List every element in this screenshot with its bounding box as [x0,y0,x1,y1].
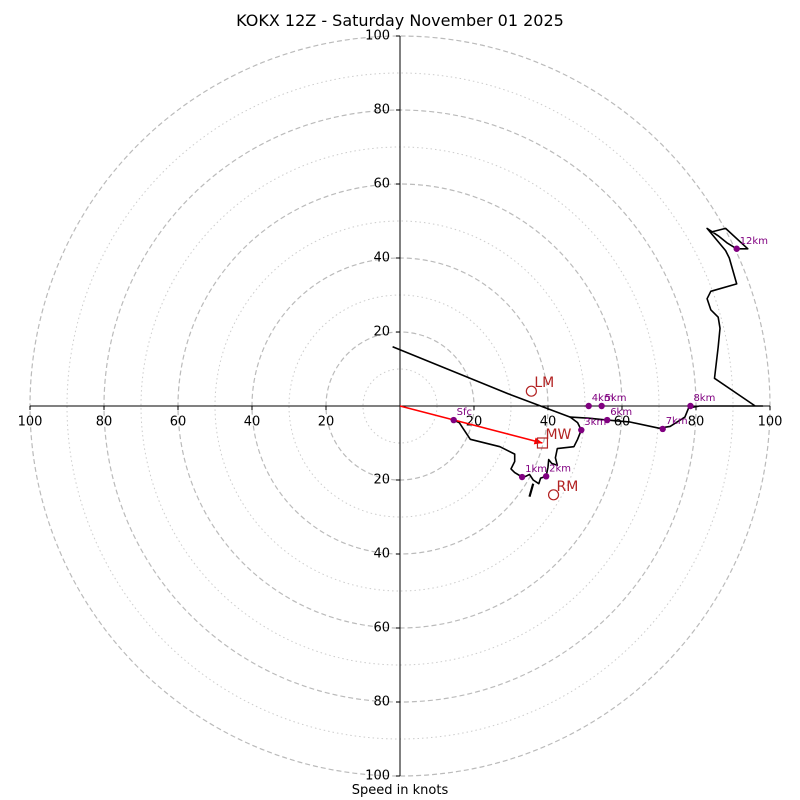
y-tick-label: 20 [373,473,390,488]
hodograph-trace [392,227,764,497]
height-marker-3km [578,426,585,434]
y-tick-label: 100 [365,769,390,784]
y-tick-label: 40 [373,547,390,562]
hodograph-line [453,227,764,485]
height-label-7km: 7km [666,416,688,427]
height-label-12km: 12km [740,236,768,247]
height-marker-1km [518,473,526,481]
height-marker-7km [659,425,666,433]
height-label-4km: 4km [592,393,614,404]
height-marker-Sfc [450,416,457,424]
y-tick-label: 80 [373,103,390,118]
storm-label-LM: LM [534,375,554,391]
x-tick-label: 80 [96,415,113,430]
hodograph-tail-arrow [528,483,535,497]
mean-wind-arrow-head [533,437,543,445]
axis-ticks: 100 80 60 40 20 20 40 60 80 100204060801002040608… [18,29,783,784]
hodograph-tail-line [392,346,571,418]
height-label-3km: 3km [584,417,606,428]
height-label-2km: 2km [549,463,571,474]
height-label-5km: 5km [605,393,627,404]
storm-motion-markers: LM MW RM [525,375,579,501]
height-marker-8km [687,402,694,410]
y-tick-label: 60 [373,621,390,636]
storm-marker-LM [525,385,537,397]
height-label-6km: 6km [610,407,632,418]
mean-wind-vector [399,405,543,445]
height-label-8km: 8km [693,393,715,404]
x-tick-label: 40 [540,415,557,430]
y-tick-label: 60 [373,177,390,192]
height-marker-5km [598,402,605,410]
storm-label-MW: MW [545,427,571,443]
height-marker-2km [542,473,550,480]
x-axis-label: Speed in knots [351,783,449,798]
x-tick-label: 20 [318,415,335,430]
chart-title: KOKX 12Z - Saturday November 01 2025 [236,11,564,30]
x-tick-label: 100 [18,415,43,430]
x-tick-label: 80 [688,415,705,430]
storm-marker-RM [547,489,560,501]
x-tick-label: 100 [758,415,783,430]
y-tick-label: 20 [373,325,390,340]
height-marker-12km [733,245,740,252]
x-tick-label: 60 [170,415,187,430]
height-label-1km: 1km [525,464,547,475]
x-tick-label: 40 [244,415,261,430]
height-marker-6km [604,416,611,424]
storm-label-RM: RM [557,479,579,495]
mean-wind-arrow-line [399,405,543,444]
height-marker-4km [585,402,592,410]
y-tick-label: 100 [365,29,390,44]
y-tick-label: 40 [373,251,390,266]
height-label-Sfc: Sfc [457,407,472,418]
y-tick-label: 80 [373,695,390,710]
storm-marker-MW [536,437,549,449]
